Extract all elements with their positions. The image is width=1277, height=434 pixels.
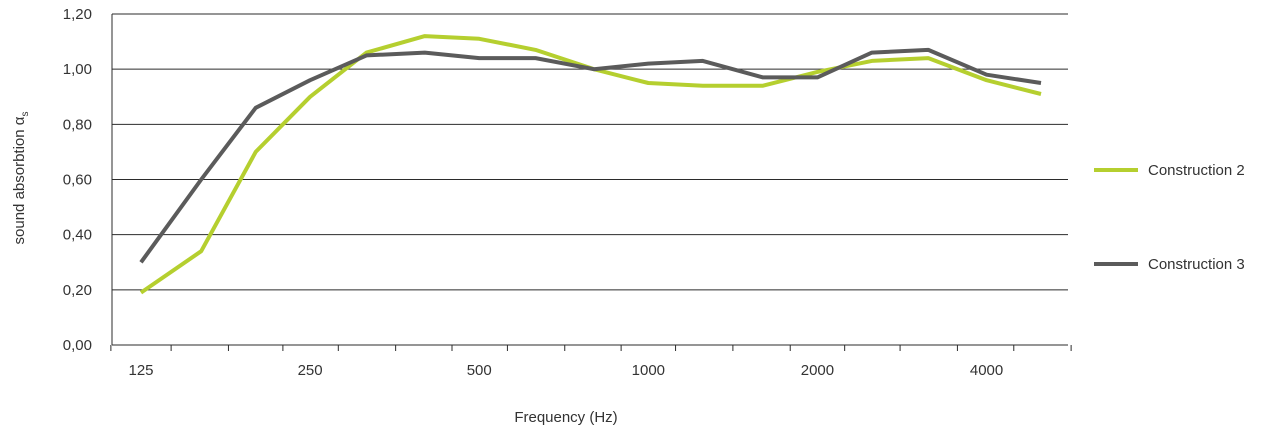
x-axis-title: Frequency (Hz) bbox=[514, 409, 617, 426]
y-tick-label: 0,00 bbox=[63, 337, 92, 354]
x-tick-label: 2000 bbox=[801, 362, 834, 379]
x-tick-label: 500 bbox=[467, 362, 492, 379]
y-axis-title: sound absorbtion αs bbox=[11, 112, 31, 245]
y-axis-title-main: sound absorbtion α bbox=[11, 116, 28, 244]
legend-label: Construction 2 bbox=[1148, 162, 1245, 179]
y-tick-label: 0,80 bbox=[63, 116, 92, 133]
y-tick-label: 1,00 bbox=[63, 61, 92, 78]
y-tick-label: 0,20 bbox=[63, 282, 92, 299]
y-axis-title-subscript: s bbox=[20, 112, 31, 117]
x-tick-label: 125 bbox=[128, 362, 153, 379]
x-tick-label: 250 bbox=[298, 362, 323, 379]
x-tick-label: 4000 bbox=[970, 362, 1003, 379]
legend: Construction 2 Construction 3 bbox=[1094, 162, 1245, 273]
series-line-1 bbox=[139, 34, 1042, 295]
y-tick-label: 0,60 bbox=[63, 172, 92, 189]
x-tick-label: 1000 bbox=[632, 362, 665, 379]
legend-label: Construction 3 bbox=[1148, 256, 1245, 273]
y-tick-label: 0,40 bbox=[63, 227, 92, 244]
y-tick-labels: 0,00 0,20 0,40 0,60 0,80 1,00 1,20 bbox=[63, 6, 92, 354]
series-line-2 bbox=[139, 47, 1042, 264]
axes bbox=[110, 14, 1072, 351]
series-lines bbox=[139, 34, 1042, 295]
x-tick-labels: 125 250 500 1000 2000 4000 bbox=[128, 362, 1003, 379]
y-tick-label: 1,20 bbox=[63, 6, 92, 23]
